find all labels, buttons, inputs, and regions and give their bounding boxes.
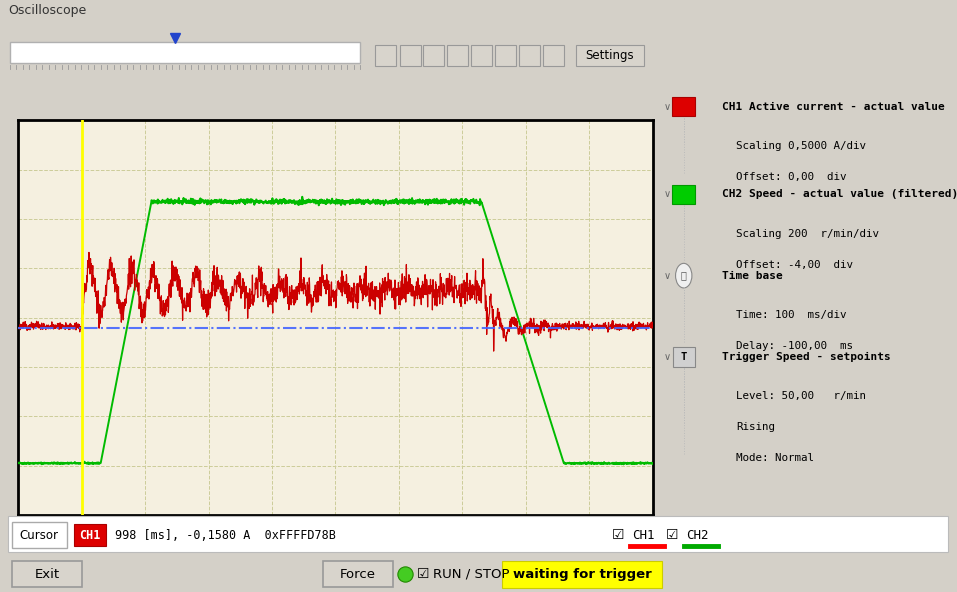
Text: ∨: ∨	[663, 352, 671, 362]
Text: CH2 Speed - actual value (filtered): CH2 Speed - actual value (filtered)	[722, 189, 957, 200]
Bar	[519, 45, 540, 66]
Text: T: T	[680, 352, 687, 362]
Text: ☑: ☑	[666, 528, 679, 542]
Bar	[672, 97, 696, 116]
Bar	[400, 45, 421, 66]
Text: Scaling 0,5000 A/div: Scaling 0,5000 A/div	[736, 141, 866, 151]
Text: Mode: Normal: Mode: Normal	[736, 453, 814, 463]
Bar	[10, 42, 360, 63]
Text: ∨: ∨	[663, 101, 671, 111]
Text: Delay: -100,00  ms: Delay: -100,00 ms	[736, 341, 854, 351]
Text: Time base: Time base	[722, 271, 783, 281]
Bar	[74, 524, 106, 546]
Text: ∨: ∨	[663, 189, 671, 200]
Text: Rising: Rising	[736, 422, 775, 432]
Text: Cursor: Cursor	[19, 529, 58, 542]
Text: Force: Force	[340, 568, 376, 581]
Bar	[576, 45, 644, 66]
Text: 998 [ms], -0,1580 A  0xFFFFD78B: 998 [ms], -0,1580 A 0xFFFFD78B	[115, 529, 336, 542]
Bar	[12, 561, 82, 587]
Text: Offset: 0,00  div: Offset: 0,00 div	[736, 172, 847, 182]
Text: ☑: ☑	[417, 567, 430, 581]
Bar	[8, 516, 948, 552]
Bar	[673, 348, 695, 366]
Bar	[495, 45, 516, 66]
Text: ⏱: ⏱	[680, 271, 687, 281]
Text: Scaling 200  r/min/div: Scaling 200 r/min/div	[736, 229, 879, 239]
Text: ☑: ☑	[612, 528, 624, 542]
Text: waiting for trigger: waiting for trigger	[513, 568, 652, 581]
Text: Settings: Settings	[586, 49, 634, 62]
Bar	[423, 45, 444, 66]
Bar	[672, 185, 696, 204]
Text: CH1: CH1	[79, 529, 100, 542]
Text: CH1 Active current - actual value: CH1 Active current - actual value	[722, 101, 945, 111]
Bar	[323, 561, 393, 587]
Text: CH2: CH2	[686, 529, 708, 542]
Text: Trigger Speed - setpoints: Trigger Speed - setpoints	[722, 352, 890, 362]
Text: ∨: ∨	[663, 271, 671, 281]
Text: Time: 100  ms/div: Time: 100 ms/div	[736, 310, 847, 320]
Bar	[12, 522, 67, 548]
Circle shape	[676, 263, 692, 288]
Bar	[447, 45, 468, 66]
Bar	[375, 45, 396, 66]
Bar	[502, 561, 662, 588]
Bar	[471, 45, 492, 66]
Text: RUN / STOP: RUN / STOP	[433, 568, 509, 581]
Text: Level: 50,00   r/min: Level: 50,00 r/min	[736, 391, 866, 401]
Text: Oscilloscope: Oscilloscope	[8, 4, 86, 17]
Text: Exit: Exit	[34, 568, 59, 581]
Text: 100 [ms] / div: 100 [ms] / div	[279, 518, 391, 531]
Text: Offset: -4,00  div: Offset: -4,00 div	[736, 260, 854, 270]
Bar	[543, 45, 564, 66]
Text: CH1: CH1	[632, 529, 655, 542]
